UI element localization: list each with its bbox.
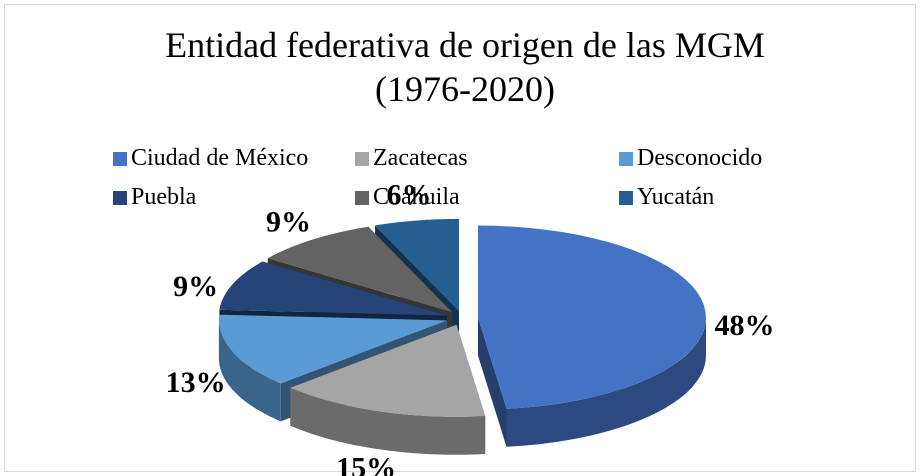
pie-slice-side xyxy=(506,317,706,447)
legend-item: Yucatán xyxy=(619,184,819,211)
data-label: 13% xyxy=(166,366,226,399)
legend-label: Zacatecas xyxy=(373,145,468,171)
legend-label: Coahuila xyxy=(373,184,460,210)
data-label: 15% xyxy=(336,451,396,476)
legend-item: Ciudad de México xyxy=(113,145,355,172)
legend-item: Coahuila xyxy=(355,184,619,211)
legend-item: Desconocido xyxy=(619,145,819,172)
legend-swatch xyxy=(355,151,369,166)
data-label: 6% xyxy=(386,178,431,211)
chart-title: Entidad federativa de origen de las MGM … xyxy=(165,25,765,109)
pie-slice xyxy=(477,225,706,409)
legend-swatch xyxy=(113,190,127,205)
pie-slice xyxy=(375,218,460,311)
legend-swatch xyxy=(113,151,127,166)
legend-item: Puebla xyxy=(113,184,355,211)
pie-slice-side xyxy=(290,387,486,455)
data-label: 9% xyxy=(266,206,311,239)
pie-slice xyxy=(218,314,447,384)
pie-slice-side xyxy=(218,320,281,422)
legend-item: Zacatecas xyxy=(355,145,619,172)
legend-swatch xyxy=(355,190,369,205)
pie-slice xyxy=(290,324,486,417)
legend-swatch xyxy=(619,190,633,205)
chart-frame: Entidad federativa de origen de las MGM … xyxy=(4,4,916,472)
pie-slice-group xyxy=(477,225,706,447)
pie-slice-cut xyxy=(477,317,507,447)
pie-slice xyxy=(267,226,453,313)
legend-label: Desconocido xyxy=(637,145,763,171)
data-label: 48% xyxy=(715,309,775,342)
data-label: 9% xyxy=(173,270,218,303)
pie-slice xyxy=(219,261,447,316)
legend-label: Puebla xyxy=(131,184,197,210)
legend-label: Yucatán xyxy=(637,184,715,210)
legend-label: Ciudad de México xyxy=(131,145,309,171)
legend: Ciudad de México Zacatecas Desconocido Pueb… xyxy=(113,145,819,211)
legend-swatch xyxy=(619,151,633,166)
pie-slice-group xyxy=(290,324,486,455)
